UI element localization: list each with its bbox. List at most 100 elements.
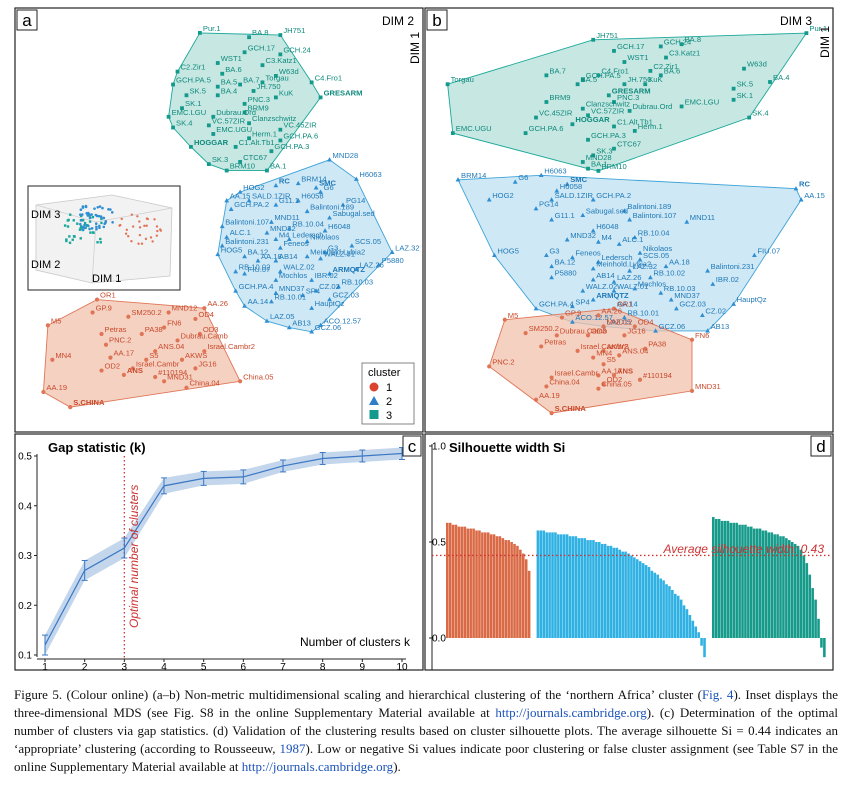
silhouette-bar-cluster-3 — [811, 588, 814, 638]
silhouette-bar-cluster-3 — [752, 528, 756, 638]
cluster-1-point — [502, 317, 507, 322]
point-label: GCH.PA.4 — [239, 282, 274, 291]
silhouette-bar-cluster-2 — [671, 590, 674, 638]
legend-label-3: 3 — [386, 410, 392, 422]
inset-cluster-1-point — [156, 229, 159, 233]
silhouette-bar-cluster-2 — [565, 534, 569, 638]
silhouette-y-tick-label: 0.0 — [432, 634, 446, 645]
cluster-2-point — [286, 324, 292, 330]
point-label: HauptQz — [737, 295, 767, 304]
cluster-1-point — [559, 315, 565, 320]
point-label: ANS — [617, 366, 633, 375]
cluster-1-point — [622, 333, 627, 338]
legend-title: cluster — [368, 367, 401, 379]
cluster-1-point — [130, 366, 135, 371]
cluster-2-point — [637, 250, 643, 255]
point-label: AA.26 — [601, 306, 622, 315]
point-label: OD4 — [638, 317, 654, 326]
point-label: Israel.Cambr — [555, 369, 599, 378]
point-label: BRM9 — [248, 103, 269, 112]
gap-chart-title: Gap statistic (k) — [48, 440, 146, 455]
inset-cluster-1-point — [155, 225, 159, 228]
cluster-1-point — [202, 306, 207, 311]
caption-link-journals-1[interactable]: http://journals.cambridge.org — [495, 705, 647, 720]
point-label: VC.45ZIR — [283, 121, 317, 130]
silhouette-bar-cluster-1 — [492, 534, 496, 638]
point-label: GCH.17 — [617, 42, 644, 51]
cluster-3-point — [596, 73, 601, 78]
point-label: AKWS — [185, 351, 207, 360]
cluster-3-point — [580, 106, 585, 111]
silhouette-bar-cluster-2 — [618, 549, 622, 638]
silhouette-bar-cluster-1 — [524, 559, 528, 638]
cluster-1-point — [99, 331, 104, 337]
inset-cluster-2-point — [90, 213, 93, 216]
point-label: PA38 — [648, 340, 666, 349]
point-label: Balintoni.189 — [310, 202, 354, 211]
gap-y-tick-label: 0.1 — [18, 651, 32, 662]
point-label: GRESARM — [324, 88, 363, 97]
silhouette-bar-cluster-1 — [495, 536, 499, 638]
point-label: GCH.PA.3 — [591, 131, 626, 140]
cluster-2-point — [580, 288, 586, 293]
cluster-3-point — [184, 93, 189, 98]
cluster-1-point — [126, 314, 131, 319]
point-label: AA.19 — [46, 383, 67, 392]
point-label: WALZ.01 — [617, 282, 648, 291]
point-label: HOGGAR — [194, 138, 229, 147]
cluster-2-point — [564, 181, 570, 186]
cluster-2-point — [549, 217, 554, 222]
inset-points — [63, 204, 163, 245]
caption-link-journals-2[interactable]: http://journals.cambridge.org — [241, 759, 394, 774]
silhouette-bar-cluster-2 — [647, 566, 651, 638]
inset-cluster-3-point — [84, 226, 87, 230]
point-label: G3 — [549, 246, 559, 255]
silhouette-bar-cluster-2 — [653, 572, 657, 638]
silhouette-bar-cluster-1 — [527, 570, 531, 638]
cluster-2-point — [590, 277, 596, 282]
silhouette-bar-cluster-3 — [782, 536, 785, 638]
cluster-2-point — [224, 198, 230, 203]
cluster-2-point — [648, 274, 653, 280]
point-label: C2.Zir1 — [653, 62, 678, 71]
inset-cluster-3-point — [76, 222, 79, 225]
point-label: BA.5 — [581, 75, 597, 84]
caption-link-rousseeuw[interactable]: 1987 — [279, 741, 306, 756]
point-label: Dubrau.Camb — [560, 326, 607, 335]
silhouette-bar-cluster-2 — [674, 593, 677, 638]
cluster-1-point — [585, 333, 591, 338]
cluster-2-point — [710, 281, 716, 286]
point-label: OD3 — [591, 326, 607, 335]
point-label: MND31 — [167, 372, 193, 381]
inset-cluster-3-point — [79, 237, 82, 240]
cluster-3-point — [679, 104, 684, 109]
point-label: RB.10.02 — [653, 269, 685, 278]
silhouette-bar-cluster-3 — [776, 534, 779, 638]
panel-a-dim-label: DIM 2 — [382, 14, 414, 28]
inset-cluster-1-point — [136, 215, 139, 218]
cluster-3-point — [197, 31, 202, 35]
point-label: MND12 — [172, 303, 198, 312]
point-label: JH.750 — [627, 75, 651, 84]
cluster-3-point — [450, 131, 455, 136]
caption-link-fig4[interactable]: Fig. 4 — [701, 687, 734, 702]
cluster-2-point — [237, 189, 243, 194]
gap-y-tick-label: 0.4 — [18, 501, 32, 512]
point-label: China.05 — [243, 372, 273, 381]
inset-cluster-3-point — [80, 214, 83, 218]
cluster-3-point — [260, 63, 265, 68]
point-label: Ledersch — [292, 230, 323, 239]
inset-cluster-3-point — [80, 225, 83, 228]
point-label: BA.6 — [225, 65, 241, 74]
point-label: GCH.PA.6 — [529, 124, 564, 133]
point-label: RB.10.03 — [341, 278, 373, 287]
silhouette-bar-cluster-1 — [486, 532, 490, 638]
cluster-2-point — [277, 245, 283, 250]
caption-text-5: ). — [393, 759, 401, 774]
inset-cluster-2-point — [88, 216, 92, 220]
silhouette-bar-cluster-3 — [770, 532, 774, 638]
point-label: BA.7 — [243, 76, 259, 85]
point-label: ANS.04 — [158, 342, 184, 351]
cluster-2-point — [455, 177, 461, 182]
cluster-2-point — [731, 301, 736, 306]
